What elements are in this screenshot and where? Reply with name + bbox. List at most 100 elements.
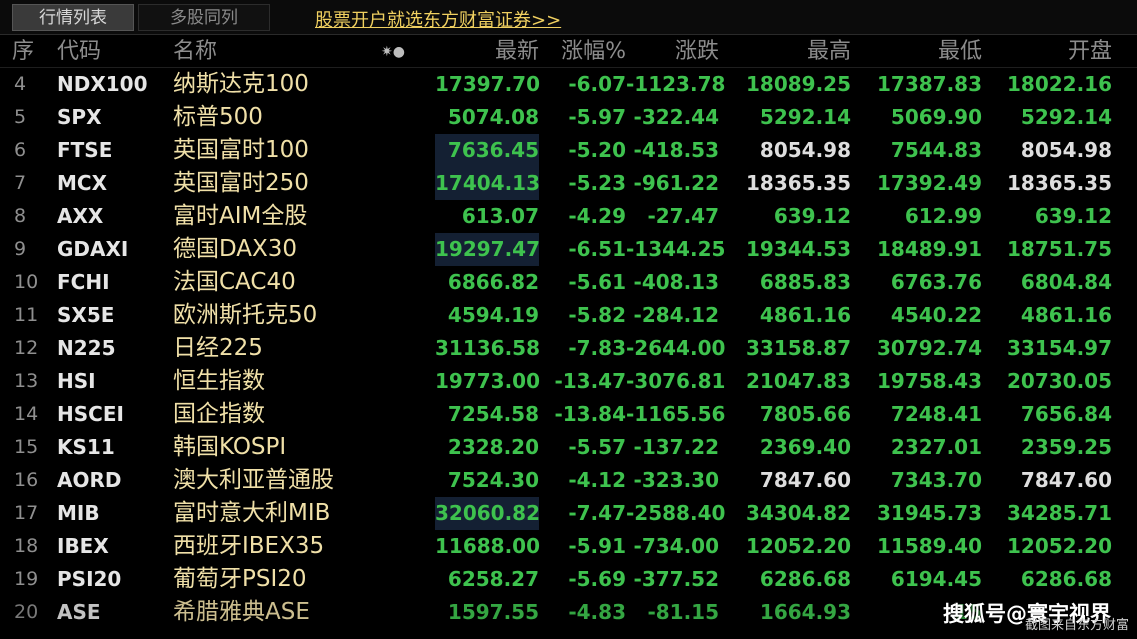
row-low: 612.99: [904, 204, 982, 228]
row-open: 4861.16: [1020, 303, 1112, 327]
row-name: 英国富时100: [173, 137, 309, 163]
col-header-name[interactable]: 名称: [173, 39, 218, 64]
row-high: 34304.82: [745, 501, 851, 525]
row-name: 国企指数: [173, 401, 265, 427]
tab-quote-list[interactable]: 行情列表: [12, 4, 134, 31]
row-name: 英国富时250: [173, 170, 309, 196]
row-code: NDX100: [57, 72, 148, 96]
row-code: ASE: [57, 600, 101, 624]
row-chg: -2644.00: [626, 336, 726, 360]
col-header-low[interactable]: 最低: [937, 39, 982, 64]
row-open: 8054.98: [1020, 138, 1112, 162]
row-name: 葡萄牙PSI20: [173, 566, 307, 592]
row-open: 2359.25: [1020, 435, 1112, 459]
col-header-code[interactable]: 代码: [57, 39, 102, 64]
row-low: 7544.83: [890, 138, 982, 162]
row-code: HSCEI: [57, 402, 124, 426]
col-header-chg[interactable]: 涨跌: [674, 39, 719, 64]
table-row[interactable]: 14 HSCEI 国企指数 7254.58 -13.84 -1165.56 7805.66 7…: [0, 398, 1137, 431]
row-high: 19344.53: [745, 237, 851, 261]
row-price: 6866.82: [447, 270, 539, 294]
row-name: 韩国KOSPI: [173, 434, 287, 460]
row-chg: -27.47: [647, 204, 719, 228]
row-low: 6763.76: [890, 270, 982, 294]
row-high: 33158.87: [745, 336, 851, 360]
row-price: 7524.30: [447, 468, 539, 492]
row-pct: -4.12: [568, 468, 626, 492]
table-row[interactable]: 15 KS11 韩国KOSPI 2328.20 -5.57 -137.22 2369.40 2…: [0, 431, 1137, 464]
row-open: 18365.35: [1006, 171, 1112, 195]
row-index: 19: [14, 568, 39, 590]
row-open: 7656.84: [1020, 402, 1112, 426]
row-price: 6258.27: [447, 567, 539, 591]
row-pct: -5.69: [568, 567, 626, 591]
row-index: 9: [14, 238, 27, 260]
row-low: 15: [954, 600, 982, 624]
col-header-idx[interactable]: 序: [12, 39, 35, 64]
row-name: 欧洲斯托克50: [173, 302, 318, 328]
table-row[interactable]: 4 NDX100 纳斯达克100 17397.70 -6.07 -1123.78 18089…: [0, 68, 1137, 101]
tab-multi-stock[interactable]: 多股同列: [138, 4, 270, 31]
row-price: 11688.00: [435, 534, 541, 558]
row-price: 2328.20: [447, 435, 539, 459]
row-chg: -1165.56: [626, 402, 726, 426]
row-index: 18: [14, 535, 39, 557]
table-row[interactable]: 10 FCHI 法国CAC40 6866.82 -5.61 -408.13 6885.83 6…: [0, 266, 1137, 299]
row-chg: -418.53: [633, 138, 719, 162]
row-chg: -284.12: [633, 303, 719, 327]
table-row[interactable]: 9 GDAXI 德国DAX30 19297.47 -6.51 -1344.25 19344.…: [0, 233, 1137, 266]
row-price: 31136.58: [435, 336, 541, 360]
table-row[interactable]: 12 N225 日经225 31136.58 -7.83 -2644.00 33158.87…: [0, 332, 1137, 365]
row-index: 10: [14, 271, 39, 293]
row-index: 11: [14, 304, 39, 326]
toggle-icon[interactable]: ✷●: [381, 44, 405, 60]
table-row[interactable]: 17 MIB 富时意大利MIB 32060.82 -7.47 -2588.40 34304.…: [0, 497, 1137, 530]
table-row[interactable]: 19 PSI20 葡萄牙PSI20 6258.27 -5.69 -377.52 6286.6…: [0, 563, 1137, 596]
row-low: 18489.91: [876, 237, 982, 261]
row-price: 7636.45: [435, 134, 539, 167]
row-open: 34285.71: [1006, 501, 1112, 525]
table-row[interactable]: 20 ASE 希腊雅典ASE 1597.55 -4.83 -81.15 1664.93 15: [0, 596, 1137, 629]
row-price: 19297.47: [435, 233, 540, 266]
row-high: 18089.25: [745, 72, 851, 96]
table-row[interactable]: 5 SPX 标普500 5074.08 -5.97 -322.44 5292.14 5069.…: [0, 101, 1137, 134]
col-header-pct[interactable]: 涨幅%: [561, 39, 626, 64]
table-row[interactable]: 13 HSI 恒生指数 19773.00 -13.47 -3076.81 21047.83 1…: [0, 365, 1137, 398]
row-open: 5292.14: [1020, 105, 1112, 129]
row-name: 富时AIM全股: [173, 203, 308, 229]
row-index: 15: [14, 436, 39, 458]
table-row[interactable]: 8 AXX 富时AIM全股 613.07 -4.29 -27.47 639.12 612.99…: [0, 200, 1137, 233]
table-row[interactable]: 7 MCX 英国富时250 17404.13 -5.23 -961.22 18365.35 1…: [0, 167, 1137, 200]
row-price: 4594.19: [447, 303, 539, 327]
row-index: 4: [14, 73, 27, 95]
row-code: KS11: [57, 435, 115, 459]
row-high: 6885.83: [759, 270, 851, 294]
row-price: 5074.08: [447, 105, 539, 129]
ad-link[interactable]: 股票开户就选东方财富证券>>: [315, 10, 562, 31]
table-row[interactable]: 16 AORD 澳大利亚普通股 7524.30 -4.12 -323.30 7847.60 7…: [0, 464, 1137, 497]
row-code: SX5E: [57, 303, 115, 327]
watermark: 搜狐号@寰宇视界: [943, 602, 1111, 626]
row-index: 20: [14, 601, 39, 623]
row-low: 19758.43: [876, 369, 982, 393]
table-row[interactable]: 18 IBEX 西班牙IBEX35 11688.00 -5.91 -734.00 12052…: [0, 530, 1137, 563]
row-open: 6804.84: [1020, 270, 1112, 294]
row-name: 德国DAX30: [173, 236, 298, 262]
row-chg: -137.22: [633, 435, 719, 459]
row-pct: -5.23: [568, 171, 626, 195]
col-header-high[interactable]: 最高: [806, 39, 851, 64]
row-open: 20730.05: [1006, 369, 1112, 393]
table-row[interactable]: 6 FTSE 英国富时100 7636.45 -5.20 -418.53 8054.98 75…: [0, 134, 1137, 167]
row-price: 613.07: [461, 204, 539, 228]
row-chg: -2588.40: [626, 501, 726, 525]
row-code: MIB: [57, 501, 100, 525]
row-high: 6286.68: [759, 567, 851, 591]
row-low: 30792.74: [876, 336, 982, 360]
col-header-price[interactable]: 最新: [494, 39, 539, 64]
row-index: 14: [14, 403, 39, 425]
row-index: 5: [14, 106, 27, 128]
table-row[interactable]: 11 SX5E 欧洲斯托克50 4594.19 -5.82 -284.12 4861.16 4…: [0, 299, 1137, 332]
row-pct: -6.07: [568, 72, 626, 96]
col-header-open[interactable]: 开盘: [1067, 39, 1112, 64]
row-open: 639.12: [1034, 204, 1112, 228]
